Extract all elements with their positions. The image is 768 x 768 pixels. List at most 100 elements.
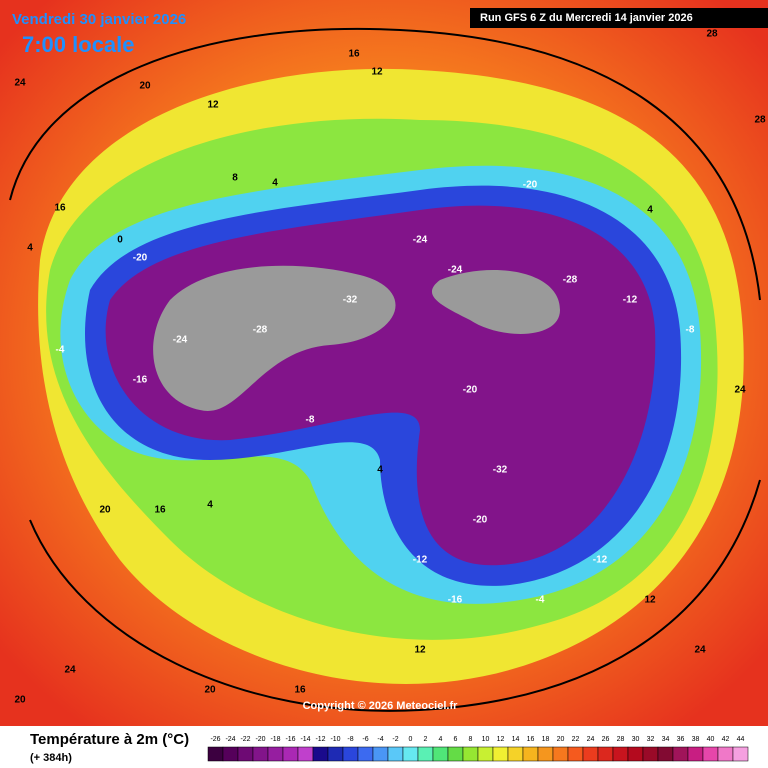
temp-label: 24 — [734, 385, 746, 396]
legend-swatch — [732, 746, 749, 762]
temp-label: -24 — [173, 335, 188, 346]
temp-label: 16 — [54, 203, 66, 214]
temp-label: -32 — [343, 295, 358, 306]
temp-label: 20 — [204, 685, 216, 696]
legend-swatch — [297, 746, 314, 762]
legend-tick: -26 — [210, 736, 220, 743]
time-label: 7:00 locale — [22, 32, 135, 57]
legend-swatch — [387, 746, 404, 762]
temp-label: -24 — [413, 235, 428, 246]
legend-swatch — [537, 746, 554, 762]
legend-swatch — [282, 746, 299, 762]
legend-swatch — [567, 746, 584, 762]
legend-tick: 12 — [497, 736, 505, 743]
temp-label: 12 — [644, 595, 656, 606]
temp-label: -20 — [523, 180, 538, 191]
legend-tick: -16 — [285, 736, 295, 743]
temp-label: -8 — [686, 325, 695, 336]
temp-label: -8 — [306, 415, 315, 426]
coastline — [9, 27, 761, 712]
legend-tick: -10 — [330, 736, 340, 743]
temp-label: 4 — [207, 500, 213, 511]
temp-label: 4 — [377, 465, 383, 476]
legend-tick: 10 — [482, 736, 490, 743]
legend-swatch — [372, 746, 389, 762]
legend-tick: -14 — [300, 736, 310, 743]
legend-swatch — [612, 746, 629, 762]
legend-tick: 40 — [707, 736, 715, 743]
zone-grey — [431, 270, 560, 334]
legend-swatch — [222, 746, 239, 762]
temp-label: 0 — [117, 235, 123, 246]
temp-label: 20 — [99, 505, 111, 516]
run-box — [470, 8, 768, 28]
color-legend: -26 -24 -22 -20 -18 -16 -14 -12 -10 -8 -6 -4 -2 0 2 4 6 8… — [207, 736, 749, 762]
legend-tick: 8 — [469, 736, 473, 743]
temp-label: -32 — [493, 465, 508, 476]
legend-swatch — [687, 746, 704, 762]
temp-label: -20 — [463, 385, 478, 396]
legend-swatch — [327, 746, 344, 762]
legend-tick: 28 — [617, 736, 625, 743]
legend-tick: 38 — [692, 736, 700, 743]
temp-label: 8 — [232, 173, 238, 184]
legend-swatch — [267, 746, 284, 762]
legend-swatch — [717, 746, 734, 762]
legend-swatch — [657, 746, 674, 762]
temp-label: 12 — [414, 645, 426, 656]
legend-swatch — [627, 746, 644, 762]
legend-tick: -22 — [240, 736, 250, 743]
legend-swatch — [492, 746, 509, 762]
legend-swatch — [357, 746, 374, 762]
map-labels: 24 20 12 16 12 4 8 16 -20 -24 -28 -32 -24 -20 -28 -12 -8… — [14, 29, 766, 706]
legend-tick: 36 — [677, 736, 685, 743]
temp-label: 16 — [348, 49, 360, 60]
legend-tick: 22 — [572, 736, 580, 743]
legend-swatch — [432, 746, 449, 762]
temp-label: -12 — [593, 555, 608, 566]
temp-label: 4 — [647, 205, 653, 216]
legend-tick: 44 — [737, 736, 745, 743]
zone-grey — [153, 265, 396, 411]
legend-swatch — [237, 746, 254, 762]
copyright: Copyright © 2026 Meteociel.fr — [303, 700, 459, 712]
legend-tick: -2 — [392, 736, 398, 743]
legend-tick: 30 — [632, 736, 640, 743]
legend-swatch — [342, 746, 359, 762]
legend-tick: 4 — [439, 736, 443, 743]
legend-tick: 18 — [542, 736, 550, 743]
legend-tick: 34 — [662, 736, 670, 743]
footer-title: Température à 2m (°C) — [30, 731, 189, 748]
temp-label: 12 — [207, 100, 219, 111]
temp-label: 4 — [272, 178, 278, 189]
temp-label: 20 — [14, 695, 26, 706]
temp-label: 28 — [706, 29, 718, 40]
temp-label: -16 — [133, 375, 148, 386]
legend-tick: 24 — [587, 736, 595, 743]
legend-swatch — [582, 746, 599, 762]
legend-tick: 20 — [557, 736, 565, 743]
legend-swatch — [207, 746, 224, 762]
legend-swatch — [312, 746, 329, 762]
temp-label: 24 — [64, 665, 76, 676]
legend-tick: 42 — [722, 736, 730, 743]
legend-swatch — [597, 746, 614, 762]
legend-swatch — [522, 746, 539, 762]
legend-swatch — [672, 746, 689, 762]
legend-tick: 14 — [512, 736, 520, 743]
temp-label: -4 — [56, 345, 65, 356]
legend-swatch — [507, 746, 524, 762]
legend-tick: -8 — [347, 736, 353, 743]
legend-tick: -6 — [362, 736, 368, 743]
legend-tick: -24 — [225, 736, 235, 743]
legend-swatch — [252, 746, 269, 762]
temp-label: -12 — [413, 555, 428, 566]
temp-label: -4 — [536, 595, 545, 606]
temp-label: -24 — [448, 265, 463, 276]
run-label: Run GFS 6 Z du Mercredi 14 janvier 2026 — [480, 12, 693, 24]
legend-tick: 2 — [424, 736, 428, 743]
temp-label: -28 — [563, 275, 578, 286]
legend-tick: 6 — [454, 736, 458, 743]
temp-label: 12 — [371, 67, 383, 78]
